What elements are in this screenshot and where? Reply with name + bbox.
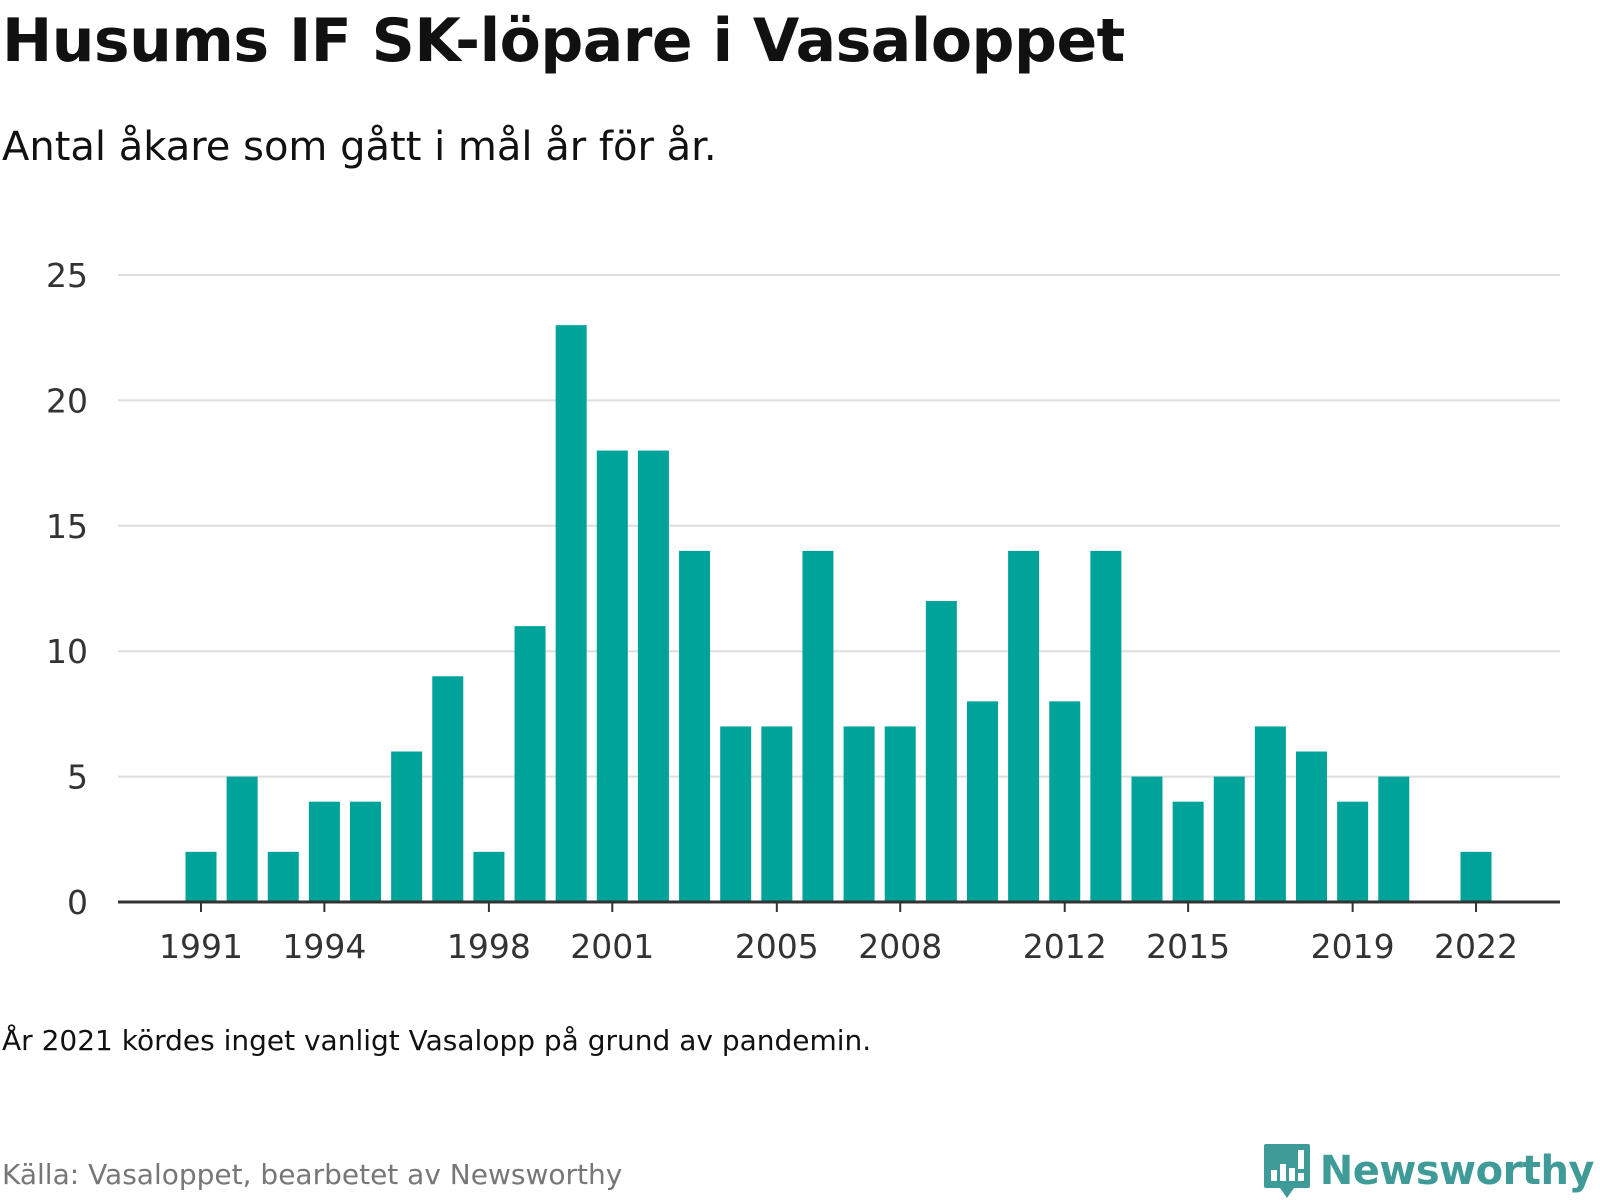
- bar-2003: [679, 550, 711, 902]
- bar-2020: [1378, 776, 1410, 902]
- bar-2009: [925, 601, 957, 902]
- bar-2018: [1296, 751, 1328, 902]
- y-tick-label: 25: [46, 256, 88, 295]
- bar-2001: [596, 450, 628, 902]
- x-tick-label: 2012: [1023, 927, 1107, 966]
- y-tick-label: 10: [46, 632, 88, 671]
- y-tick-label: 5: [67, 758, 88, 797]
- chart-note: År 2021 kördes inget vanligt Vasalopp på…: [2, 1024, 872, 1057]
- x-tick-label: 2015: [1146, 927, 1230, 966]
- y-tick-label: 15: [46, 507, 88, 546]
- chart-title: Husums IF SK-löpare i Vasaloppet: [2, 6, 1125, 76]
- bar-2005: [761, 726, 793, 902]
- brand-name: Newsworthy: [1319, 1148, 1595, 1194]
- x-tick-label: 1998: [447, 927, 531, 966]
- bar-1992: [226, 776, 258, 902]
- bar-2014: [1131, 776, 1163, 902]
- x-tick-label: 1991: [159, 927, 243, 966]
- gridlines: [118, 274, 1560, 778]
- y-tick-label: 20: [46, 381, 88, 420]
- bar-1993: [267, 851, 299, 902]
- newsworthy-logo-icon: [1263, 1144, 1310, 1198]
- bar-2019: [1337, 801, 1369, 902]
- bar-1996: [391, 751, 423, 902]
- bar-1994: [308, 801, 340, 902]
- x-tick-label: 2022: [1434, 927, 1518, 966]
- bar-2010: [966, 701, 998, 902]
- bar-1991: [185, 851, 217, 902]
- axes: 0 5 10 15 20 25 1991 1994 1998 2001 2005 2008 2012 20…: [46, 256, 1560, 966]
- y-tick-label: 0: [67, 883, 88, 922]
- bar-1999: [514, 626, 546, 902]
- bar-2004: [720, 726, 752, 902]
- bar-2002: [637, 450, 669, 902]
- bar-2006: [802, 550, 834, 902]
- x-tick-label: 2019: [1311, 927, 1395, 966]
- bar-2012: [1049, 701, 1081, 902]
- x-tick-label: 1994: [282, 927, 366, 966]
- bar-1998: [473, 851, 505, 902]
- bar-2007: [843, 726, 875, 902]
- newsworthy-brand: Newsworthy: [1262, 1142, 1595, 1200]
- x-tick-label: 2001: [570, 927, 654, 966]
- bar-2008: [884, 726, 916, 902]
- x-tick-label: 2008: [858, 927, 942, 966]
- bar-1995: [350, 801, 382, 902]
- bar-2017: [1254, 726, 1286, 902]
- source-credit: Källa: Vasaloppet, bearbetet av Newswort…: [2, 1158, 623, 1191]
- x-tick-label: 2005: [735, 927, 819, 966]
- bar-2013: [1090, 550, 1122, 902]
- bar-2022: [1460, 851, 1492, 902]
- bars: [185, 325, 1492, 902]
- bar-2000: [555, 325, 587, 902]
- bar-2011: [1008, 550, 1040, 902]
- bar-2016: [1213, 776, 1245, 902]
- bar-1997: [432, 676, 464, 902]
- bar-chart: 0 5 10 15 20 25 1991 1994 1998 2001 2005 2008 2012 20…: [46, 256, 1560, 966]
- chart-subtitle: Antal åkare som gått i mål år för år.: [2, 124, 717, 170]
- bar-2015: [1172, 801, 1204, 902]
